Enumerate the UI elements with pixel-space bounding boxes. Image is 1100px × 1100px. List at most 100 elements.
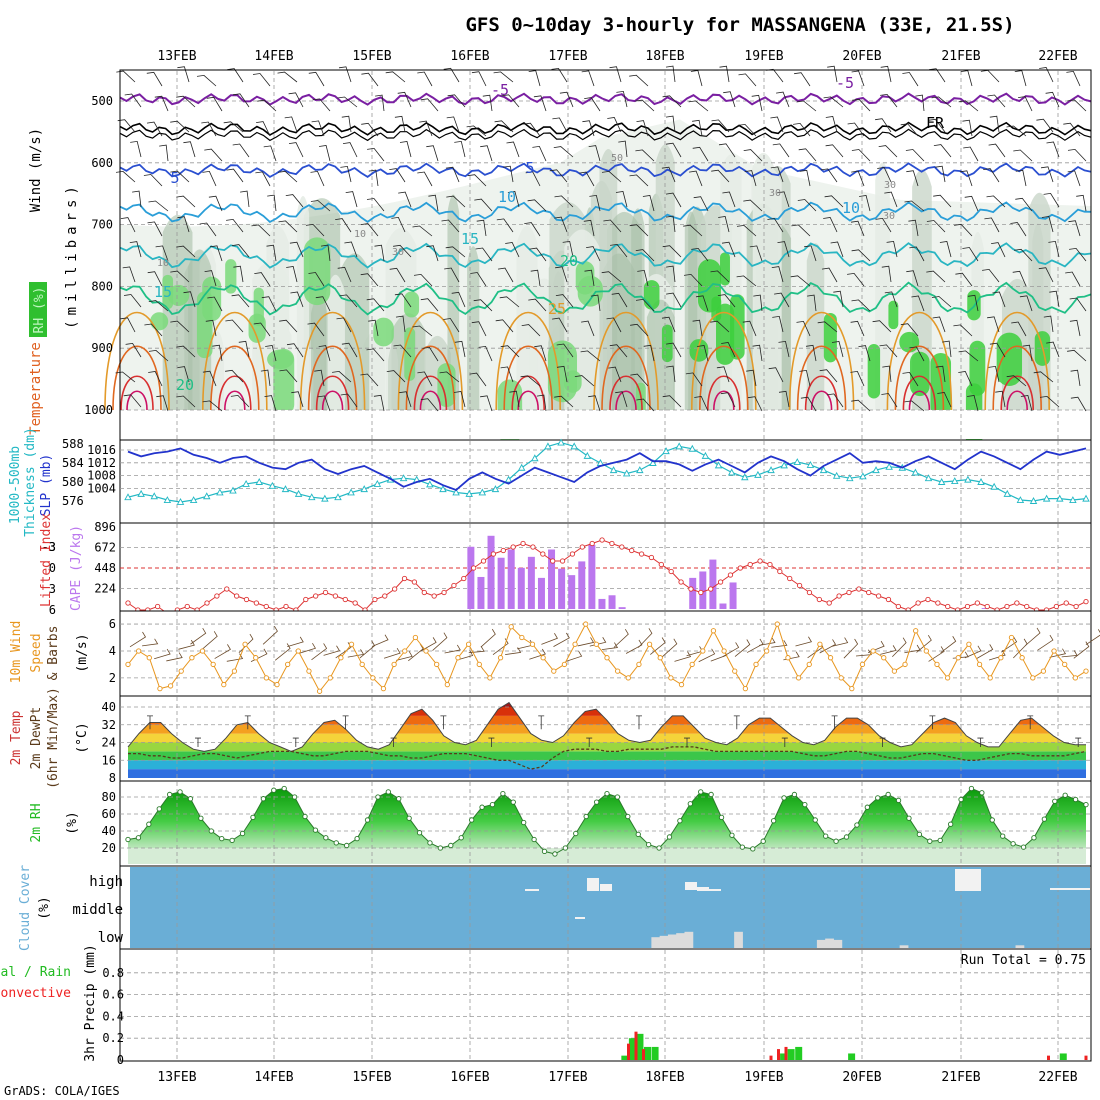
wind-barb — [208, 195, 223, 212]
wind10-line-point — [125, 661, 131, 668]
wind-barb — [1048, 240, 1060, 258]
wind-barb — [967, 294, 979, 312]
rh2m-line-point — [229, 837, 235, 843]
wind-barb — [528, 298, 547, 312]
wind-barb — [928, 118, 946, 133]
wind10-unit: (m/s) — [75, 633, 90, 672]
li-line-point — [342, 596, 348, 603]
contour-label: 30 — [884, 180, 896, 191]
rh2m-line-point — [1031, 835, 1037, 841]
thickness-line-point — [1055, 494, 1064, 502]
isotherm-loop — [601, 345, 651, 411]
wind-barb — [579, 171, 595, 187]
li-line-point — [510, 544, 516, 550]
wind-barb — [176, 345, 196, 358]
temp-min-marker — [684, 737, 690, 747]
wind-barb — [499, 296, 520, 308]
rh-high-shade — [150, 312, 169, 331]
rh-high-shade — [643, 280, 660, 310]
thickness-line-point — [1029, 497, 1038, 504]
wind10-line-point — [806, 661, 812, 668]
axis-tick-label: 40 — [102, 700, 116, 714]
rh2m-line-point — [177, 789, 183, 795]
wind-barb — [778, 390, 790, 408]
wind10-line-point — [476, 661, 482, 668]
wind-barb — [931, 96, 952, 108]
wind-barb — [552, 117, 568, 133]
rh2m-line-point — [895, 797, 902, 804]
wind10-barb — [468, 646, 485, 654]
date-label-bottom: 20FEB — [842, 1070, 881, 1085]
wind10-line-point — [465, 641, 472, 647]
cloud-high-bar — [575, 917, 585, 919]
wind-barb — [635, 249, 655, 262]
wind-barb — [606, 317, 622, 333]
thickness-line-point — [570, 442, 578, 450]
li-line-point — [204, 600, 210, 606]
thickness-line-point — [583, 451, 592, 459]
thickness-line-point — [846, 474, 854, 482]
axis-tick-label: 16 — [102, 753, 116, 767]
li-line-point — [619, 544, 625, 550]
wind10-line-point — [849, 685, 855, 692]
wind10-barb — [892, 637, 907, 658]
cloud-low-bar — [676, 933, 685, 948]
precip-frame — [119, 948, 1092, 1062]
temp-max-marker — [342, 715, 349, 730]
li-line-point — [599, 537, 605, 543]
li-line-point — [727, 572, 734, 578]
temp-band — [128, 751, 1086, 761]
wind-barb — [915, 94, 925, 112]
wind-barb — [555, 294, 574, 308]
wind-barb — [721, 342, 736, 358]
isotherm-loop — [112, 345, 162, 411]
wind-barb — [1006, 375, 1027, 387]
wind-barb — [635, 99, 655, 112]
thickness-line-point — [1082, 494, 1090, 502]
wind10-label-3: & Barbs — [46, 626, 61, 681]
wind-barb — [935, 165, 946, 183]
thickness-line-point — [819, 466, 828, 474]
isotherm-loop — [699, 345, 749, 411]
thickness-line-point — [609, 466, 618, 474]
wind-barb — [553, 146, 574, 158]
wind-barb — [805, 344, 817, 362]
date-label-top: 22FEB — [1038, 49, 1077, 64]
rh2m-line-point — [812, 817, 818, 823]
wind-barb — [340, 165, 352, 183]
cloud-low-bar — [899, 945, 909, 948]
precip-label-total: Total / Rain — [0, 965, 71, 980]
wind-barb — [368, 319, 379, 337]
wind-barb — [884, 191, 898, 208]
wind-barb — [589, 194, 601, 212]
wind-barb — [475, 247, 493, 262]
wind-barb — [692, 146, 709, 162]
wind-barb — [833, 290, 844, 308]
wind-barb — [361, 72, 379, 87]
cape-bar — [537, 577, 545, 609]
wind10-line-point — [689, 661, 695, 668]
date-label-top: 21FEB — [941, 49, 980, 64]
li-line-point — [866, 589, 872, 596]
cloud-low-bar — [816, 939, 826, 948]
axis-tick-label: 4 — [109, 644, 116, 658]
temp-min-marker — [977, 737, 984, 747]
wind-barb — [451, 291, 466, 308]
wind-barb — [389, 168, 406, 183]
wind-barb — [796, 320, 811, 337]
isotherm-10 — [119, 201, 1092, 224]
wind-barb — [265, 345, 277, 362]
rh2m-line-point — [781, 795, 787, 801]
date-label-bottom: 19FEB — [744, 1070, 783, 1085]
contour-label: 25 — [548, 300, 566, 318]
wind-barb — [551, 67, 568, 83]
wind-barb — [315, 296, 331, 312]
wind10-line-point — [721, 648, 727, 654]
wind-barb — [361, 122, 379, 137]
wind10-barb — [565, 650, 583, 662]
wind-barb — [615, 191, 628, 208]
temp2m-panel: 40 32 24 16 8 2m Temp 2m DewPt (6hr Min/Max)… — [9, 687, 1092, 789]
wind-barb — [556, 365, 568, 383]
wind-barb — [177, 66, 190, 83]
